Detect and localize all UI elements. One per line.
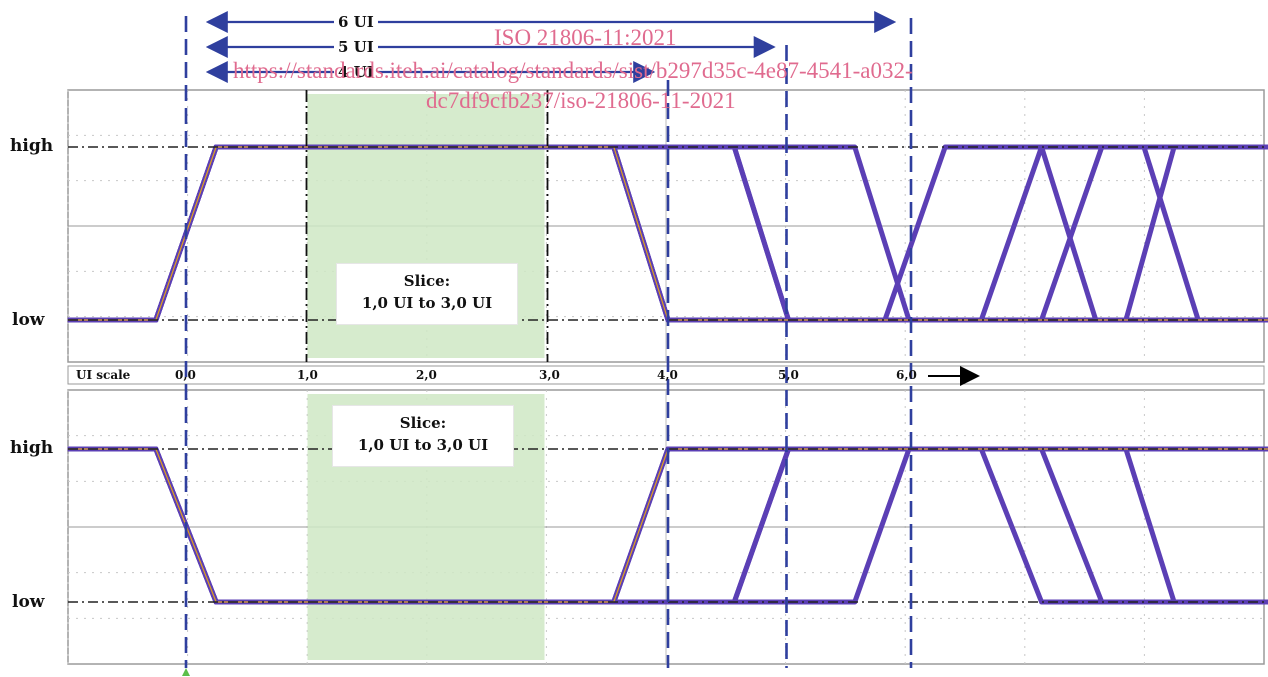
watermark-line-1: ISO 21806-11:2021 [494, 25, 677, 50]
slice-box-top: Slice: 1,0 UI to 3,0 UI [336, 263, 518, 325]
watermark-line-2: https://standards.iteh.ai/catalog/standa… [233, 58, 913, 83]
ui-scale-label: UI scale [76, 368, 131, 382]
low-label-top: low [12, 310, 45, 330]
scale-tick-6: 6,0 [896, 368, 917, 382]
start-marker [182, 668, 190, 676]
interval-label-4ui: 4 UI [334, 63, 378, 81]
scale-tick-0: 0,0 [175, 368, 196, 382]
high-label-top: high [10, 136, 54, 156]
scale-tick-1: 1,0 [297, 368, 318, 382]
scale-tick-5: 5,0 [778, 368, 799, 382]
scale-tick-3: 3,0 [539, 368, 560, 382]
low-label-bottom: low [12, 592, 45, 612]
slice-range-bottom: 1,0 UI to 3,0 UI [357, 436, 489, 454]
slice-title-bottom: Slice: [399, 414, 447, 432]
top-cross-down-0 [1039, 146, 1099, 321]
scale-tick-4: 4,0 [657, 368, 678, 382]
slice-title-top: Slice: [403, 272, 451, 290]
top-cross-down-1 [1141, 146, 1201, 321]
watermark-line-3: dc7df9cfb237/iso-21806-11-2021 [426, 88, 736, 113]
interval-label-5ui: 5 UI [334, 38, 378, 56]
interval-label-6ui: 6 UI [334, 13, 378, 31]
slice-box-bottom: Slice: 1,0 UI to 3,0 UI [332, 405, 514, 467]
slice-range-top: 1,0 UI to 3,0 UI [361, 294, 493, 312]
high-label-bottom: high [10, 438, 54, 458]
scale-tick-2: 2,0 [416, 368, 437, 382]
